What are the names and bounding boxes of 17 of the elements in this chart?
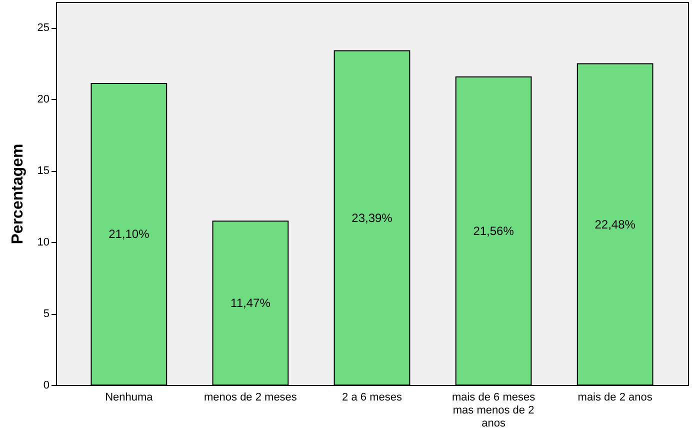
y-axis-title: Percentagem <box>9 144 26 244</box>
x-tick-label: mais de 6 meses mas menos de 2 anos <box>452 392 536 430</box>
x-tick-label: 2 a 6 meses <box>342 392 402 404</box>
x-tick-label: menos de 2 meses <box>204 392 298 404</box>
y-tick-label: 25 <box>37 22 50 34</box>
data-label: 23,39% <box>352 210 393 225</box>
data-label: 21,56% <box>473 224 514 238</box>
y-tick-label: 5 <box>43 308 50 320</box>
y-tick-label: 0 <box>43 380 50 392</box>
x-tick-label: mais de 2 anos <box>578 392 653 404</box>
data-label: 11,47% <box>230 296 271 310</box>
y-tick-label: 15 <box>37 165 50 178</box>
x-tick-label: Nenhuma <box>105 392 154 404</box>
data-label: 21,10% <box>108 227 150 242</box>
data-label: 22,48% <box>594 217 636 232</box>
y-tick-label: 20 <box>37 94 50 106</box>
y-tick-label: 10 <box>37 236 50 249</box>
